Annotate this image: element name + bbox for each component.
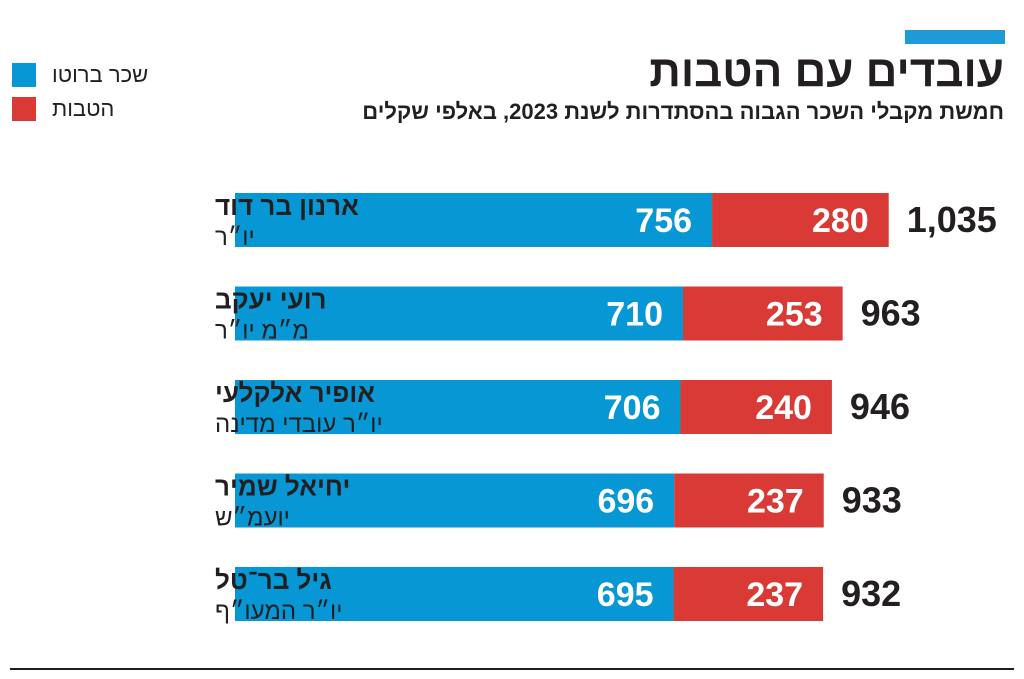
category-role-label: יועמ״ש — [215, 505, 290, 532]
bar-benefits — [673, 567, 824, 621]
bar-benefits — [680, 380, 832, 434]
bar-gross-salary — [235, 567, 674, 621]
chart-subtitle: חמשת מקבלי השכר הגבוה בהסתדרות לשנת 2023… — [362, 99, 1004, 124]
category-name-label: ארנון בר דוד — [215, 191, 359, 221]
accent-bar — [905, 30, 1005, 44]
bar-gross-salary — [235, 380, 681, 434]
total-label: 1,035 — [907, 199, 997, 240]
legend-swatch-gross-salary — [12, 63, 36, 87]
data-label-gross-salary: 696 — [597, 483, 654, 521]
bar-benefits — [683, 286, 843, 341]
data-label-benefits: 237 — [746, 576, 803, 614]
chart-title: עובדים עם הטבות — [649, 47, 1004, 96]
data-label-gross-salary: 710 — [606, 296, 663, 334]
data-label-benefits: 237 — [747, 483, 804, 521]
bar-gross-salary — [235, 193, 713, 247]
legend-label-gross-salary: שכר ברוטו — [52, 62, 149, 87]
data-label-benefits: 253 — [766, 296, 823, 334]
category-name-label: רועי יעקב — [215, 285, 327, 315]
category-name-label: יחיאל שמיר — [215, 472, 350, 502]
bar-benefits — [674, 473, 824, 528]
legend-swatch-benefits — [12, 97, 36, 121]
category-name-label: אופיר אלקלעי — [215, 378, 375, 408]
legend-item-gross-salary: שכר ברוטו — [12, 58, 148, 92]
data-label-gross-salary: 706 — [604, 389, 661, 427]
data-label-gross-salary: 695 — [597, 576, 654, 614]
legend-item-benefits: הטבות — [12, 92, 148, 126]
total-label: 933 — [842, 480, 902, 521]
category-role-label: מ״מ יו״ר — [215, 318, 309, 345]
total-label: 963 — [861, 293, 921, 334]
bar-gross-salary — [235, 473, 675, 528]
bar-benefits — [712, 193, 889, 247]
data-label-gross-salary: 756 — [635, 202, 692, 240]
bottom-rule — [10, 668, 1014, 670]
legend: שכר ברוטו הטבות — [12, 58, 148, 126]
total-label: 946 — [850, 386, 910, 427]
data-label-benefits: 240 — [755, 389, 812, 427]
category-role-label: יו״ר — [215, 224, 255, 251]
category-role-label: יו״ר עובדי מדינה — [215, 411, 383, 438]
category-role-label: יו״ר המעו״ף — [215, 598, 343, 625]
bar-gross-salary — [235, 286, 684, 341]
total-label: 932 — [841, 573, 901, 614]
data-label-benefits: 280 — [812, 202, 869, 240]
category-name-label: גיל בר־טל — [215, 565, 332, 595]
legend-label-benefits: הטבות — [52, 96, 115, 121]
